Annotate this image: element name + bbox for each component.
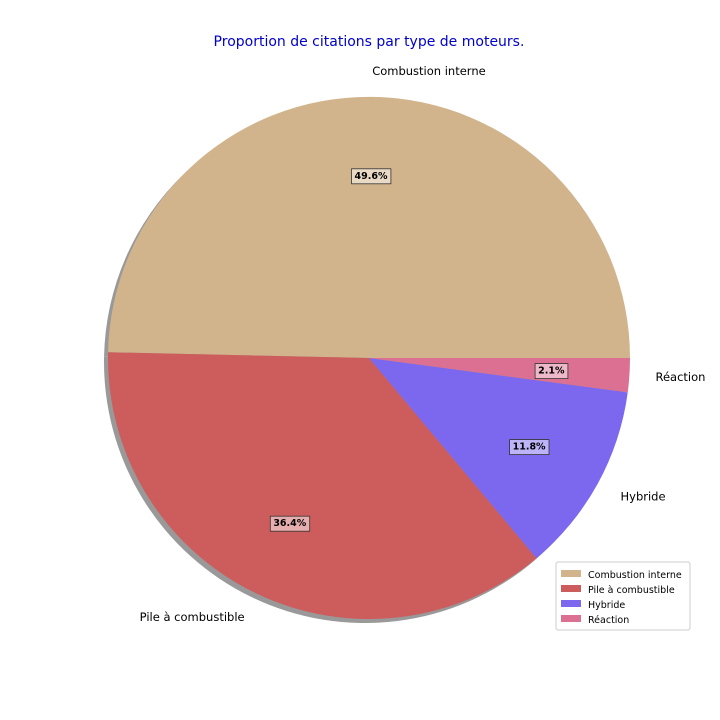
pct-label-box: [351, 168, 392, 185]
pct-label-reaction: 2.1%: [534, 363, 569, 380]
legend-swatch-combustion-interne: [561, 570, 581, 577]
pct-label-combustion-interne: 49.6%: [351, 168, 392, 185]
legend-label-pile-a-combustible: Pile à combustible: [588, 585, 675, 596]
pie-slice-pile-a-combustible: [107, 352, 537, 619]
legend-swatch-hybride: [561, 600, 581, 607]
legend-label-hybride: Hybride: [588, 600, 625, 611]
slice-label-combustion-interne: Combustion interne: [372, 64, 486, 78]
slice-label-reaction: Réaction: [656, 370, 706, 384]
pct-label-text: 11.8%: [513, 442, 546, 453]
pct-label-text: 2.1%: [538, 366, 565, 377]
pct-label-text: 36.4%: [273, 518, 306, 529]
legend-frame: [555, 561, 691, 631]
legend-label-combustion-interne: Combustion interne: [588, 570, 682, 581]
pie-slice-combustion-interne: [108, 96, 631, 358]
pct-label-box: [269, 515, 311, 532]
pct-label-box: [509, 439, 550, 456]
slice-label-hybride: Hybride: [621, 489, 666, 503]
pie-slices: [107, 96, 631, 619]
pie-slice-hybride: [369, 358, 628, 559]
slice-label-pile-a-combustible: Pile à combustible: [140, 610, 245, 624]
legend-label-reaction: Réaction: [588, 615, 629, 626]
pct-label-pile-a-combustible: 36.4%: [269, 515, 311, 532]
pie-percent-labels: 49.6% 36.4% 11.8% 2.1%: [269, 168, 569, 532]
pct-label-text: 49.6%: [355, 171, 388, 182]
pie-labels: Combustion interne Pile à combustible Hybr…: [140, 64, 706, 624]
pct-label-hybride: 11.8%: [509, 439, 550, 456]
legend-swatch-pile-a-combustible: [561, 585, 581, 592]
legend-swatch-reaction: [561, 615, 581, 622]
legend: Combustion interne Pile à combustible Hybr…: [555, 561, 691, 631]
pct-label-box: [534, 363, 569, 380]
chart-title: Proportion de citations par type de mote…: [214, 34, 525, 50]
